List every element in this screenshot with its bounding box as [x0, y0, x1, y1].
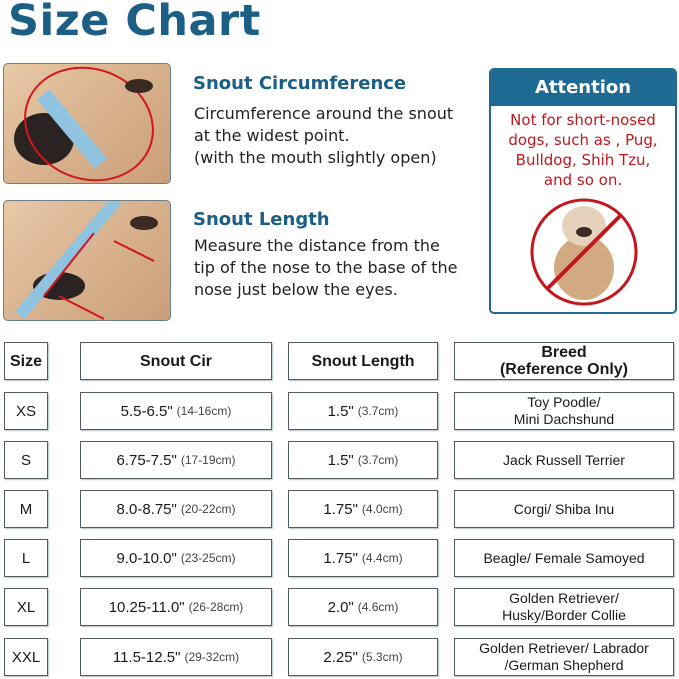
size-cell: XXL	[4, 638, 48, 676]
breed-line: Golden Retriever/	[509, 590, 619, 606]
breed-line: Toy Poodle/	[527, 394, 601, 410]
cm-value: (4.4cm)	[361, 550, 403, 565]
cm-value: (29-32cm)	[184, 649, 240, 664]
size-cell: M	[4, 490, 48, 528]
breed-line: Corgi/ Shiba Inu	[513, 500, 615, 517]
text-line: and so on.	[543, 171, 623, 189]
inches-value: 5.5-6.5"	[120, 402, 173, 420]
cm-value: (23-25cm)	[180, 550, 236, 565]
snout-length-cell: 1.75" (4.0cm)	[288, 490, 438, 528]
size-cell: XL	[4, 588, 48, 626]
inches-value: 1.5"	[327, 451, 354, 469]
breed-line: Golden Retriever/ Labrador	[479, 640, 649, 656]
cm-value: (20-22cm)	[180, 501, 236, 516]
snout-circumference-heading: Snout Circumference	[193, 73, 407, 94]
inches-value: 2.0"	[327, 598, 354, 616]
inches-value: 6.75-7.5"	[116, 451, 177, 469]
snout-cir-cell: 8.0-8.75" (20-22cm)	[80, 490, 272, 528]
snout-cir-cell: 10.25-11.0" (26-28cm)	[80, 588, 272, 626]
snout-cir-cell: 6.75-7.5" (17-19cm)	[80, 441, 272, 479]
text-line: Measure the distance from the	[194, 236, 440, 255]
inches-value: 10.25-11.0"	[108, 598, 185, 616]
cm-value: (4.6cm)	[357, 599, 399, 614]
inches-value: 11.5-12.5"	[112, 648, 181, 666]
text-line: dogs, such as , Pug,	[508, 131, 658, 149]
size-cell: S	[4, 441, 48, 479]
text-line: at the widest point.	[194, 126, 350, 145]
header-breed-label: Breed	[541, 344, 587, 361]
snout-length-cell: 2.25" (5.3cm)	[288, 638, 438, 676]
no-bulldog-icon	[530, 198, 638, 306]
snout-length-cell: 1.5" (3.7cm)	[288, 441, 438, 479]
size-cell: L	[4, 539, 48, 577]
cm-value: (5.3cm)	[361, 649, 403, 664]
breed-cell: Toy Poodle/Mini Dachshund	[454, 392, 674, 430]
inches-value: 1.75"	[323, 500, 358, 518]
cm-value: (14-16cm)	[176, 403, 232, 418]
inches-value: 2.25"	[323, 648, 358, 666]
text-line: (with the mouth slightly open)	[194, 148, 437, 167]
text-line: tip of the nose to the base of the	[194, 258, 458, 277]
snout-length-cell: 1.5" (3.7cm)	[288, 392, 438, 430]
breed-line: Husky/Border Collie	[502, 607, 626, 623]
breed-line: Jack Russell Terrier	[503, 451, 625, 468]
breed-cell: Golden Retriever/Husky/Border Collie	[454, 588, 674, 626]
header-breed: Breed (Reference Only)	[454, 342, 674, 380]
snout-length-photo	[3, 200, 171, 321]
attention-heading: Attention	[491, 70, 675, 106]
size-cell: XS	[4, 392, 48, 430]
snout-circumference-description: Circumference around the snout at the wi…	[194, 103, 453, 169]
breed-cell: Jack Russell Terrier	[454, 441, 674, 479]
text-line: Not for short-nosed	[510, 111, 656, 129]
cm-value: (3.7cm)	[357, 403, 399, 418]
inches-value: 1.5"	[327, 402, 354, 420]
header-snout-cir: Snout Cir	[80, 342, 272, 380]
inches-value: 8.0-8.75"	[116, 500, 177, 518]
inches-value: 1.75"	[323, 549, 358, 567]
page-title: Size Chart	[8, 0, 261, 46]
cm-value: (4.0cm)	[361, 501, 403, 516]
snout-length-description: Measure the distance from the tip of the…	[194, 235, 458, 301]
attention-text: Not for short-nosed dogs, such as , Pug,…	[491, 106, 675, 190]
header-snout-length: Snout Length	[288, 342, 438, 380]
breed-cell: Corgi/ Shiba Inu	[454, 490, 674, 528]
snout-cir-cell: 9.0-10.0" (23-25cm)	[80, 539, 272, 577]
breed-line: Beagle/ Female Samoyed	[483, 549, 645, 566]
breed-cell: Golden Retriever/ Labrador/German Shephe…	[454, 638, 674, 676]
breed-line: /German Shepherd	[504, 657, 624, 673]
text-line: nose just below the eyes.	[194, 280, 398, 299]
snout-length-heading: Snout Length	[193, 209, 330, 230]
inches-value: 9.0-10.0"	[116, 549, 177, 567]
text-line: Bulldog, Shih Tzu,	[515, 151, 651, 169]
text-line: Circumference around the snout	[194, 104, 454, 123]
snout-length-cell: 1.75" (4.4cm)	[288, 539, 438, 577]
snout-length-cell: 2.0" (4.6cm)	[288, 588, 438, 626]
cm-value: (3.7cm)	[357, 452, 399, 467]
breed-cell: Beagle/ Female Samoyed	[454, 539, 674, 577]
attention-box: Attention Not for short-nosed dogs, such…	[489, 68, 677, 314]
snout-cir-cell: 11.5-12.5" (29-32cm)	[80, 638, 272, 676]
header-breed-note: (Reference Only)	[499, 361, 629, 378]
cm-value: (17-19cm)	[180, 452, 236, 467]
snout-cir-cell: 5.5-6.5" (14-16cm)	[80, 392, 272, 430]
cm-value: (26-28cm)	[188, 599, 244, 614]
snout-circumference-photo	[3, 63, 171, 184]
breed-line: Mini Dachshund	[513, 411, 615, 427]
header-size: Size	[4, 342, 48, 380]
